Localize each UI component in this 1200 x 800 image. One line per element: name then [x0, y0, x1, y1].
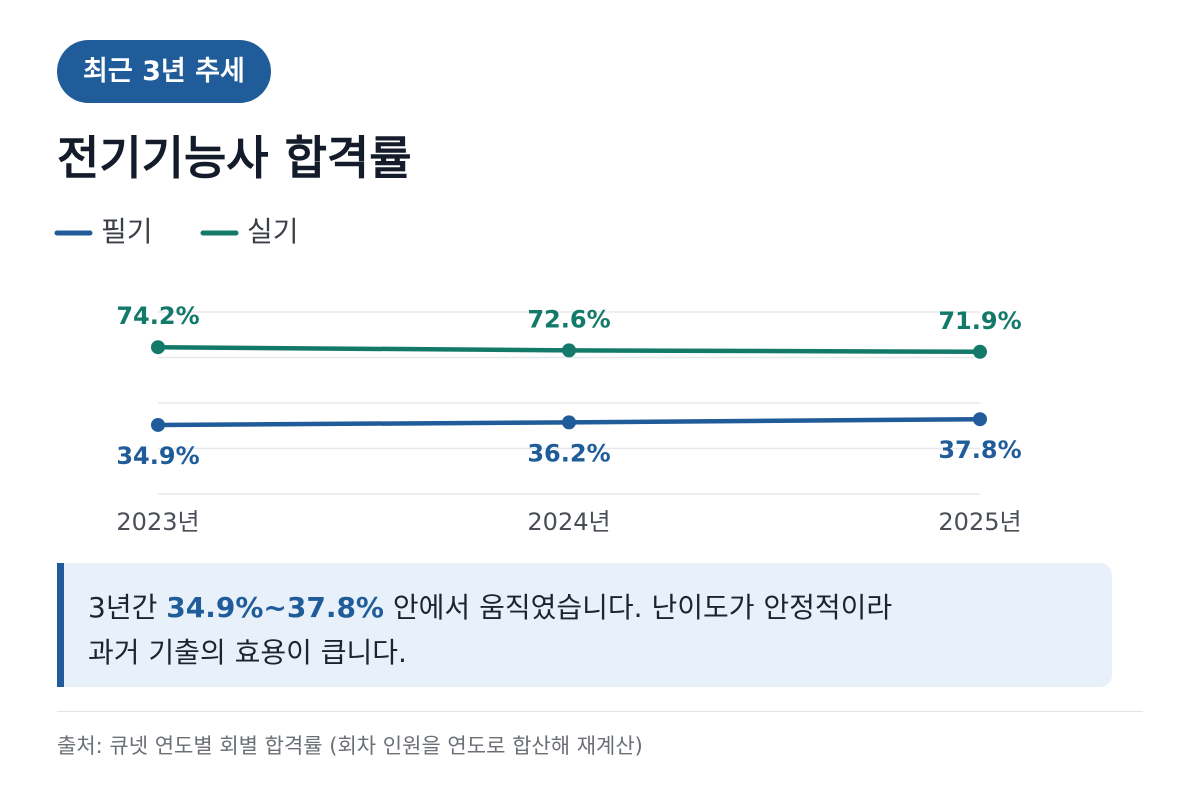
- data-label: 74.2%: [116, 302, 199, 330]
- source: 출처: 큐넷 연도별 회별 합격률 (회차 인원을 연도로 합산해 재계산): [57, 734, 643, 758]
- data-point: [973, 412, 987, 427]
- x-tick-label: 2023년: [116, 508, 199, 536]
- data-label: 37.8%: [938, 436, 1021, 464]
- divider: [57, 711, 1143, 712]
- x-tick-label: 2024년: [527, 508, 610, 536]
- data-label: 34.9%: [116, 442, 199, 470]
- data-point: [151, 340, 165, 355]
- data-point: [562, 415, 576, 430]
- data-label: 72.6%: [527, 305, 610, 333]
- legend-label: 실기: [247, 215, 299, 248]
- data-label: 71.9%: [938, 307, 1021, 335]
- note-box: 3년간 34.9%~37.8% 안에서 움직였습니다. 난이도가 안정적이라 과…: [57, 563, 1112, 687]
- note-text: 안에서 움직였습니다. 난이도가 안정적이라: [384, 591, 893, 624]
- note-text: 과거 기출의 효용이 큽니다.: [88, 636, 407, 669]
- chart-title: 전기기능사 합격률: [57, 131, 412, 185]
- chart: 필기 실기 2023년 2024년 2025년 34.9% 36.2% 37.8% 74.2% 7…: [54, 215, 1022, 536]
- note-text: 3년간: [88, 591, 167, 624]
- data-point: [973, 344, 987, 359]
- data-label: 36.2%: [527, 439, 610, 467]
- data-point: [562, 343, 576, 358]
- note-highlight: 34.9%~37.8%: [166, 591, 384, 624]
- legend-label: 필기: [101, 215, 153, 248]
- data-point: [151, 417, 165, 432]
- badge: 최근 3년 추세: [57, 40, 271, 103]
- x-tick-label: 2025년: [938, 508, 1021, 536]
